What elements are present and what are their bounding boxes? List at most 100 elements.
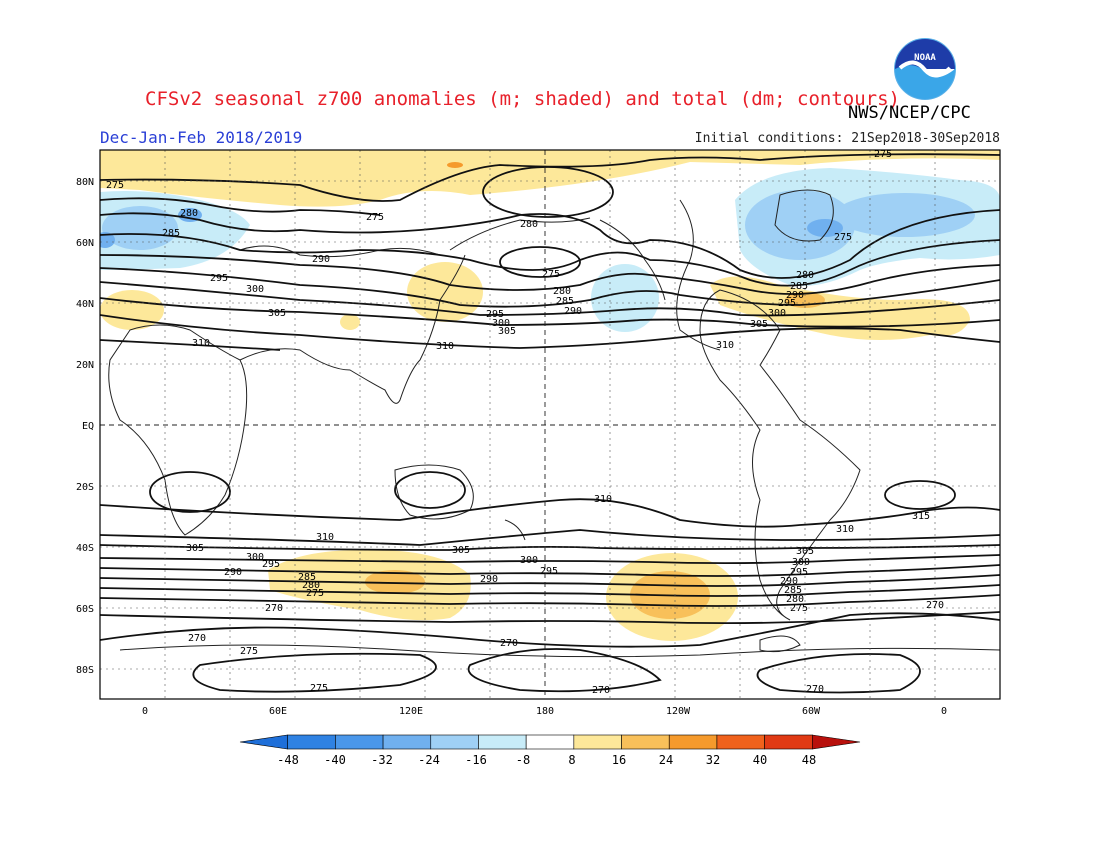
contour-label: 310 xyxy=(316,532,334,543)
contour-label: 275 xyxy=(874,149,892,160)
agency-label: NWS/NCEP/CPC xyxy=(848,103,971,123)
colorbar-tick-label: -32 xyxy=(371,753,393,767)
lat-label: 40N xyxy=(76,299,94,310)
anomaly-europe-positive xyxy=(100,290,164,330)
colorbar-tick-label: 32 xyxy=(706,753,720,767)
lat-label: EQ xyxy=(82,421,94,432)
height-contours xyxy=(100,153,1000,694)
contour-label: 300 xyxy=(246,284,264,295)
colorbar-tick-label: -40 xyxy=(324,753,346,767)
lat-label: 80S xyxy=(76,665,94,676)
contour-label: 275 xyxy=(542,269,560,280)
colorbar-segment xyxy=(716,734,765,750)
contour-label: 300 xyxy=(492,318,510,329)
colorbar-segment xyxy=(239,734,288,750)
lat-label: 40S xyxy=(76,543,94,554)
colorbar-segment xyxy=(764,734,813,750)
contour-label: 280 xyxy=(520,219,538,230)
reference-lines xyxy=(100,150,1000,699)
colorbar-tick-label: 24 xyxy=(659,753,673,767)
contour-label: 290 xyxy=(780,576,798,587)
contour-label: 275 xyxy=(306,588,324,599)
colorbar-segment xyxy=(621,734,670,750)
contour-label: 270 xyxy=(806,684,824,695)
contour-label: 275 xyxy=(310,683,328,694)
lat-label: 80N xyxy=(76,177,94,188)
colorbar-tick-label: 40 xyxy=(753,753,767,767)
contour-label: 305 xyxy=(750,319,768,330)
contour-label: 280 xyxy=(302,580,320,591)
colorbar-tick-label: -16 xyxy=(465,753,487,767)
contour-label: 290 xyxy=(312,254,330,265)
map-frame xyxy=(99,149,1001,700)
contour-label: 275 xyxy=(790,603,808,614)
contour-label: 300 xyxy=(768,308,786,319)
contour-label: 285 xyxy=(784,585,802,596)
contour-label: 285 xyxy=(298,572,316,583)
anomaly-pacific-negative xyxy=(591,264,659,332)
chart-title: CFSv2 seasonal z700 anomalies (m; shaded… xyxy=(145,88,900,110)
colorbar xyxy=(239,734,861,750)
colorbar-segment xyxy=(382,734,432,750)
lat-label: 60N xyxy=(76,238,94,249)
contour-label: 270 xyxy=(926,600,944,611)
colorbar-segment xyxy=(430,734,479,750)
contour-label: 305 xyxy=(498,326,516,337)
contour-label: 300 xyxy=(520,555,538,566)
contour-label: 310 xyxy=(836,524,854,535)
colorbar-segment xyxy=(478,734,527,750)
contour-label: 310 xyxy=(716,340,734,351)
lon-label: 0 xyxy=(142,706,148,717)
contour-label: 295 xyxy=(778,298,796,309)
lon-label: 180 xyxy=(536,706,554,717)
contour-label: 275 xyxy=(240,646,258,657)
contour-label: 285 xyxy=(556,296,574,307)
contour-label: 295 xyxy=(540,566,558,577)
colorbar-segment xyxy=(812,734,861,750)
anomaly-atlantic-positive xyxy=(710,276,970,340)
contour-label: 280 xyxy=(796,270,814,281)
contour-label: 295 xyxy=(262,559,280,570)
colorbar-segment xyxy=(335,734,384,750)
contour-label: 270 xyxy=(265,603,283,614)
colorbar-tick-label: -8 xyxy=(516,753,530,767)
contour-label: 270 xyxy=(500,638,518,649)
map-area: 275 280 285 295 290 300 305 310 275 280 … xyxy=(100,149,1000,699)
contour-label: 305 xyxy=(186,543,204,554)
colorbar-segment xyxy=(668,734,718,750)
contour-label: 300 xyxy=(246,552,264,563)
lat-label: 20S xyxy=(76,482,94,493)
contour-labels: 275 280 285 295 290 300 305 310 275 280 … xyxy=(106,149,944,696)
colorbar-tick-label: -48 xyxy=(277,753,299,767)
colorbar-tick-label: 8 xyxy=(568,753,575,767)
lon-label: 0 xyxy=(941,706,947,717)
lon-label: 120W xyxy=(666,706,691,717)
contour-label: 300 xyxy=(792,557,810,568)
contour-label: 305 xyxy=(452,545,470,556)
contour-label: 310 xyxy=(594,494,612,505)
contour-label: 290 xyxy=(224,567,242,578)
noaa-logo-text: NOAA xyxy=(914,53,936,63)
lat-label: 60S xyxy=(76,604,94,615)
lon-label: 60W xyxy=(802,706,821,717)
contour-label: 280 xyxy=(553,286,571,297)
contour-label: 310 xyxy=(192,338,210,349)
colorbar-tick-label: -24 xyxy=(418,753,440,767)
contour-label: 285 xyxy=(790,281,808,292)
grid xyxy=(100,150,1000,699)
noaa-logo: NOAA xyxy=(894,38,956,100)
longitude-labels: 0 60E 120E 180 120W 60W 0 xyxy=(142,706,947,717)
colorbar-tick-label: 48 xyxy=(802,753,816,767)
latitude-labels: 80N 60N 40N 20N EQ 20S 40S 60S 80S xyxy=(76,177,94,676)
colorbar-segment xyxy=(287,734,336,750)
contour-label: 290 xyxy=(480,574,498,585)
contour-label: 275 xyxy=(106,180,124,191)
contour-label: 290 xyxy=(564,306,582,317)
contour-label: 295 xyxy=(790,567,808,578)
lat-label: 20N xyxy=(76,360,94,371)
contour-label: 295 xyxy=(486,309,504,320)
contour-label: 305 xyxy=(268,308,286,319)
initial-conditions-label: Initial conditions: 21Sep2018-30Sep2018 xyxy=(694,131,1000,146)
contour-label: 275 xyxy=(834,232,852,243)
